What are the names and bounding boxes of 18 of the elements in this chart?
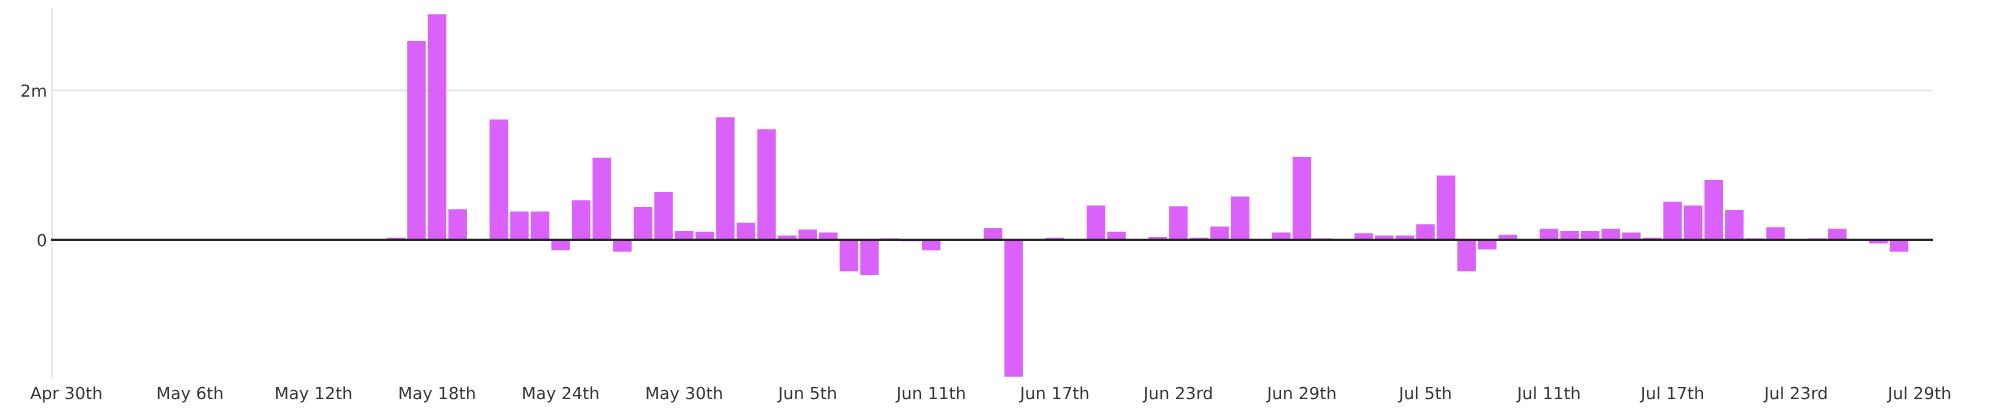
x-tick-label: Jul 11th xyxy=(1516,386,1580,403)
x-tick-label: Jun 17th xyxy=(1019,386,1089,403)
y-tick-label: 0 xyxy=(37,233,47,247)
x-tick-label: Jul 5th xyxy=(1398,386,1451,403)
x-tick-label: May 6th xyxy=(157,386,223,403)
x-tick-label: May 12th xyxy=(276,386,352,403)
x-tick-label: Jul 29th xyxy=(1886,386,1951,403)
x-tick-label: Apr 30th xyxy=(30,386,102,403)
x-tick-label: May 18th xyxy=(399,386,475,403)
x-tick-label: May 30th xyxy=(646,386,722,403)
x-tick-label: Jun 11th xyxy=(895,386,965,403)
x-tick-label: Jun 29th xyxy=(1266,386,1336,403)
y-tick-label: 2m xyxy=(21,84,46,97)
x-tick-label: Jul 17th xyxy=(1639,386,1703,403)
x-tick-label: Jul 23rd xyxy=(1763,386,1827,403)
x-tick-label: Jun 23rd xyxy=(1142,386,1212,403)
x-tick-label: Jun 5th xyxy=(777,386,836,403)
x-tick-label: May 24th xyxy=(523,386,599,403)
